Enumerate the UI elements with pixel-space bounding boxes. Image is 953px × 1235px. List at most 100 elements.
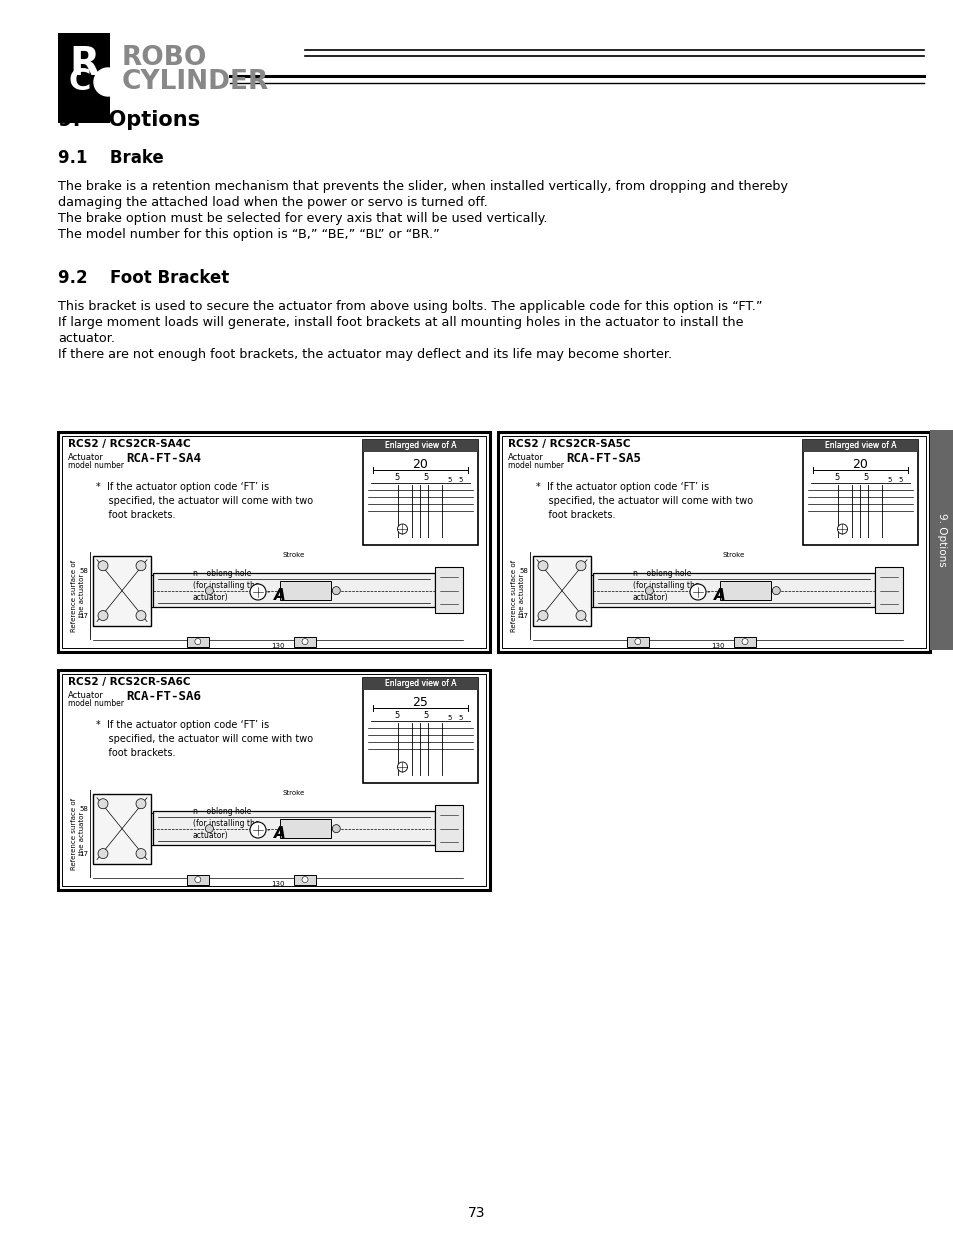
Circle shape xyxy=(537,610,547,620)
Text: Enlarged view of A: Enlarged view of A xyxy=(384,679,456,688)
Text: actuator.: actuator. xyxy=(58,332,115,345)
Circle shape xyxy=(98,610,108,620)
Bar xyxy=(363,678,477,690)
Text: 9.2  Foot Bracket: 9.2 Foot Bracket xyxy=(58,269,229,287)
Circle shape xyxy=(136,848,146,858)
Circle shape xyxy=(576,610,585,620)
Circle shape xyxy=(98,799,108,809)
Text: Reference surface of
the actuator: Reference surface of the actuator xyxy=(71,559,85,631)
Circle shape xyxy=(194,638,201,645)
Circle shape xyxy=(205,825,213,832)
Text: 57: 57 xyxy=(153,826,163,831)
Text: Enlarged view of A: Enlarged view of A xyxy=(384,441,456,451)
Circle shape xyxy=(772,587,780,594)
Circle shape xyxy=(537,561,547,571)
Text: 130: 130 xyxy=(711,643,724,650)
Text: The brake is a retention mechanism that prevents the slider, when installed vert: The brake is a retention mechanism that … xyxy=(58,180,787,193)
Bar xyxy=(802,440,917,452)
Text: RCA-FT-SA6: RCA-FT-SA6 xyxy=(126,690,201,704)
Circle shape xyxy=(332,587,340,594)
Text: CYLINDER: CYLINDER xyxy=(122,69,269,95)
Circle shape xyxy=(332,825,340,832)
Circle shape xyxy=(397,524,407,534)
Text: 73: 73 xyxy=(468,1207,485,1220)
Bar xyxy=(363,440,477,452)
Text: If large moment loads will generate, install foot brackets at all mounting holes: If large moment loads will generate, ins… xyxy=(58,316,742,329)
Text: *  If the actuator option code ‘FT’ is
    specified, the actuator will come wit: * If the actuator option code ‘FT’ is sp… xyxy=(96,482,313,520)
Bar xyxy=(501,436,925,648)
Text: 58: 58 xyxy=(79,805,88,811)
Bar xyxy=(363,678,477,690)
Bar xyxy=(363,440,477,452)
Text: Stroke: Stroke xyxy=(283,552,305,558)
Bar xyxy=(929,430,953,650)
Text: RCS2 / RCS2CR-SA4C: RCS2 / RCS2CR-SA4C xyxy=(68,438,191,450)
Text: 20: 20 xyxy=(412,457,428,471)
Text: 9.  Options: 9. Options xyxy=(58,110,200,130)
Circle shape xyxy=(94,68,122,96)
Text: 5: 5 xyxy=(447,715,451,721)
Text: 5: 5 xyxy=(834,473,840,483)
Bar xyxy=(92,794,151,863)
Circle shape xyxy=(741,638,747,645)
Circle shape xyxy=(397,762,407,772)
Bar xyxy=(62,436,485,648)
Text: 5: 5 xyxy=(458,715,462,721)
Bar xyxy=(533,556,590,626)
Bar xyxy=(720,582,770,600)
Text: 25: 25 xyxy=(412,695,428,709)
Text: 17: 17 xyxy=(79,851,88,857)
Bar xyxy=(62,674,485,885)
Circle shape xyxy=(136,610,146,620)
Bar xyxy=(294,636,315,647)
Text: 17: 17 xyxy=(518,613,527,619)
Bar xyxy=(497,432,929,652)
Text: n – oblong hole
(for installing the
actuator): n – oblong hole (for installing the actu… xyxy=(633,569,699,601)
Circle shape xyxy=(250,584,266,600)
Text: A: A xyxy=(713,589,725,604)
Text: Enlarged view of A: Enlarged view of A xyxy=(824,441,895,451)
Circle shape xyxy=(98,848,108,858)
Text: model number: model number xyxy=(507,462,563,471)
Bar xyxy=(279,582,331,600)
Circle shape xyxy=(98,561,108,571)
Text: The brake option must be selected for every axis that will be used vertically.: The brake option must be selected for ev… xyxy=(58,212,547,225)
Text: Actuator: Actuator xyxy=(507,452,543,462)
Text: ROBO: ROBO xyxy=(122,44,207,70)
Text: 5: 5 xyxy=(395,473,399,483)
Bar xyxy=(626,636,648,647)
Text: 5: 5 xyxy=(898,477,902,483)
Bar xyxy=(279,819,331,839)
Text: RCA-FT-SA4: RCA-FT-SA4 xyxy=(126,452,201,466)
Circle shape xyxy=(576,561,585,571)
Text: 5: 5 xyxy=(862,473,868,483)
Text: *  If the actuator option code ‘FT’ is
    specified, the actuator will come wit: * If the actuator option code ‘FT’ is sp… xyxy=(536,482,752,520)
Circle shape xyxy=(302,638,308,645)
Bar xyxy=(152,573,435,606)
Text: Enlarged view of A: Enlarged view of A xyxy=(384,441,456,451)
Text: Enlarged view of A: Enlarged view of A xyxy=(384,679,456,688)
Bar xyxy=(802,440,917,452)
Bar xyxy=(363,440,477,545)
Bar xyxy=(152,810,435,845)
Bar xyxy=(58,33,110,95)
Text: 5: 5 xyxy=(395,711,399,720)
Text: A: A xyxy=(274,826,286,841)
Bar xyxy=(294,874,315,884)
Circle shape xyxy=(205,587,213,594)
Circle shape xyxy=(136,561,146,571)
Text: Actuator: Actuator xyxy=(68,452,104,462)
Text: 17: 17 xyxy=(79,613,88,619)
Text: A: A xyxy=(274,589,286,604)
Text: 130: 130 xyxy=(271,881,284,887)
Text: damaging the attached load when the power or servo is turned off.: damaging the attached load when the powe… xyxy=(58,196,487,209)
Text: The model number for this option is “B,” “BE,” “BL” or “BR.”: The model number for this option is “B,”… xyxy=(58,228,439,241)
Bar xyxy=(802,440,917,545)
Text: n – oblong hole
(for installing the
actuator): n – oblong hole (for installing the actu… xyxy=(193,569,259,601)
Circle shape xyxy=(302,877,308,883)
Text: 58: 58 xyxy=(518,568,527,574)
Bar xyxy=(874,567,902,613)
Text: 9. Options: 9. Options xyxy=(936,513,946,567)
Text: 20: 20 xyxy=(852,457,867,471)
Text: 5: 5 xyxy=(458,477,462,483)
